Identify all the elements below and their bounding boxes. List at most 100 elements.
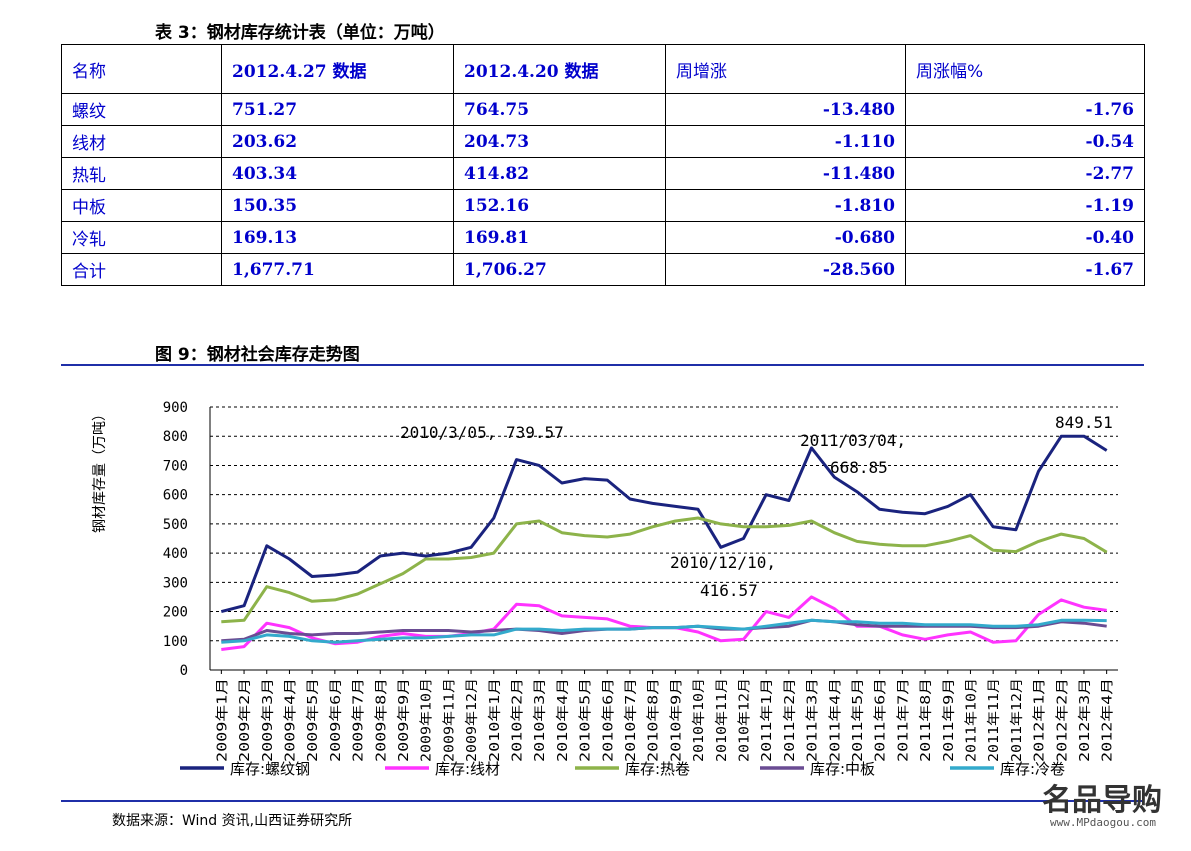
x-tick-label: 2009年3月 <box>261 678 276 762</box>
x-tick-label: 2010年10月 <box>692 678 707 762</box>
figure-bottom-rule <box>61 800 1144 802</box>
x-tick-label: 2010年11月 <box>715 678 730 762</box>
x-tick-label: 2011年11月 <box>987 678 1002 762</box>
inventory-table: 名称 2012.4.27 数据 2012.4.20 数据 周增涨 周涨幅% 螺纹 751.2… <box>61 44 1145 286</box>
annotation-label: 2010/12/10, <box>670 553 776 572</box>
x-tick-label: 2012年1月 <box>1033 678 1048 762</box>
y-tick-label: 900 <box>163 400 188 416</box>
table-cell: 203.62 <box>221 125 454 158</box>
table-header-cell: 2012.4.27 数据 <box>221 44 454 94</box>
data-source: 数据来源：Wind 资讯,山西证券研究所 <box>112 813 353 829</box>
x-tick-label: 2010年7月 <box>624 678 639 762</box>
x-tick-label: 2009年2月 <box>238 678 253 762</box>
table-cell: 751.27 <box>221 93 454 126</box>
y-tick-label: 100 <box>163 634 188 650</box>
legend-label: 库存:螺纹钢 <box>230 760 310 778</box>
table-header-row: 名称 2012.4.27 数据 2012.4.20 数据 周增涨 周涨幅% <box>61 44 1145 94</box>
table-title: 表 3：钢材库存统计表（单位：万吨） <box>155 23 445 43</box>
watermark-url: www.MPdaogou.com <box>1050 816 1156 829</box>
x-tick-label: 2011年9月 <box>942 678 957 762</box>
table-cell: 150.35 <box>221 189 454 222</box>
x-tick-label: 2012年4月 <box>1101 678 1116 762</box>
table-header-cell: 周涨幅% <box>905 44 1145 94</box>
table-cell: 合计 <box>61 253 222 286</box>
table-cell: 线材 <box>61 125 222 158</box>
x-tick-label: 2012年2月 <box>1055 678 1070 762</box>
series-line-2 <box>221 516 1108 624</box>
x-tick-label: 2010年1月 <box>488 678 503 762</box>
table-cell: -1.110 <box>665 125 906 158</box>
table-cell: -0.680 <box>665 221 906 254</box>
annotation-label: 2010/3/05, 739.57 <box>400 423 564 442</box>
table-cell: -11.480 <box>665 157 906 190</box>
y-tick-label: 500 <box>163 517 188 533</box>
watermark-brand: 名品导购 <box>1042 783 1162 818</box>
table-cell: -2.77 <box>905 157 1145 190</box>
table-cell: 764.75 <box>453 93 666 126</box>
y-tick-label: 800 <box>163 429 188 445</box>
table-row: 合计 1,677.71 1,706.27 -28.560 -1.67 <box>61 253 1145 286</box>
x-tick-label: 2010年2月 <box>510 678 525 762</box>
table-header-cell: 2012.4.20 数据 <box>453 44 666 94</box>
series-line-3 <box>221 618 1107 643</box>
x-tick-label: 2009年6月 <box>329 678 344 762</box>
x-tick-label: 2009年11月 <box>442 678 457 762</box>
x-tick-label: 2011年1月 <box>760 678 775 762</box>
x-tick-label: 2011年10月 <box>964 678 979 762</box>
x-tick-label: 2010年8月 <box>647 678 662 762</box>
x-tick-label: 2009年8月 <box>374 678 389 762</box>
y-tick-label: 700 <box>163 458 188 474</box>
x-tick-label: 2009年10月 <box>420 678 435 762</box>
y-axis-label: 钢材库存量（万吨） <box>92 407 108 533</box>
x-tick-label: 2010年6月 <box>601 678 616 762</box>
legend-label: 库存:中板 <box>810 760 875 778</box>
table-cell: -1.67 <box>905 253 1145 286</box>
x-tick-label: 2011年4月 <box>828 678 843 762</box>
x-tick-label: 2009年4月 <box>283 678 298 762</box>
x-tick-label: 2009年9月 <box>397 678 412 762</box>
x-tick-label: 2011年3月 <box>806 678 821 762</box>
x-tick-label: 2010年4月 <box>556 678 571 762</box>
figure-top-rule <box>61 364 1144 366</box>
table-cell: -28.560 <box>665 253 906 286</box>
x-tick-label: 2009年5月 <box>306 678 321 762</box>
annotation-label: 849.51 <box>1055 413 1113 432</box>
table-header-cell: 周增涨 <box>665 44 906 94</box>
table-row: 热轧 403.34 414.82 -11.480 -2.77 <box>61 157 1145 190</box>
y-tick-label: 400 <box>163 546 188 562</box>
x-tick-label: 2009年1月 <box>215 678 230 762</box>
y-tick-label: 0 <box>180 663 188 679</box>
x-tick-label: 2009年7月 <box>352 678 367 762</box>
table-cell: 热轧 <box>61 157 222 190</box>
x-tick-label: 2011年5月 <box>851 678 866 762</box>
table-cell: 1,706.27 <box>453 253 666 286</box>
table-header-cell: 名称 <box>61 44 222 94</box>
x-tick-label: 2011年12月 <box>1010 678 1025 762</box>
table-row: 中板 150.35 152.16 -1.810 -1.19 <box>61 189 1145 222</box>
legend-label: 库存:线材 <box>435 760 500 778</box>
table-cell: 1,677.71 <box>221 253 454 286</box>
table-row: 冷轧 169.13 169.81 -0.680 -0.40 <box>61 221 1145 254</box>
annotation-label: 416.57 <box>700 581 758 600</box>
x-tick-label: 2011年6月 <box>874 678 889 762</box>
x-tick-label: 2010年5月 <box>579 678 594 762</box>
y-tick-label: 600 <box>163 488 188 504</box>
legend-label: 库存:冷卷 <box>1000 760 1065 778</box>
series-line-0 <box>220 434 1108 614</box>
x-tick-label: 2010年12月 <box>737 678 752 762</box>
x-tick-label: 2011年2月 <box>783 678 798 762</box>
annotation-label: 2011/03/04, <box>800 431 906 450</box>
x-tick-label: 2011年8月 <box>919 678 934 762</box>
figure-title: 图 9：钢材社会库存走势图 <box>155 345 360 365</box>
inventory-line-chart: 0 100 200 300 400 500 600 700 800 900 2009年1月 2009年… <box>92 400 1118 778</box>
x-tick-label: 2009年12月 <box>465 678 480 762</box>
table-cell: 403.34 <box>221 157 454 190</box>
watermark-logo: 名品导购 www.MPdaogou.com <box>1040 780 1170 830</box>
x-tick-label: 2012年3月 <box>1078 678 1093 762</box>
series-line-4 <box>221 618 1107 644</box>
legend-label: 库存:热卷 <box>625 760 690 778</box>
x-tick-label: 2010年3月 <box>533 678 548 762</box>
x-tick-label: 2011年7月 <box>896 678 911 762</box>
annotation-label: 668.85 <box>830 458 888 477</box>
y-tick-label: 300 <box>163 575 188 591</box>
